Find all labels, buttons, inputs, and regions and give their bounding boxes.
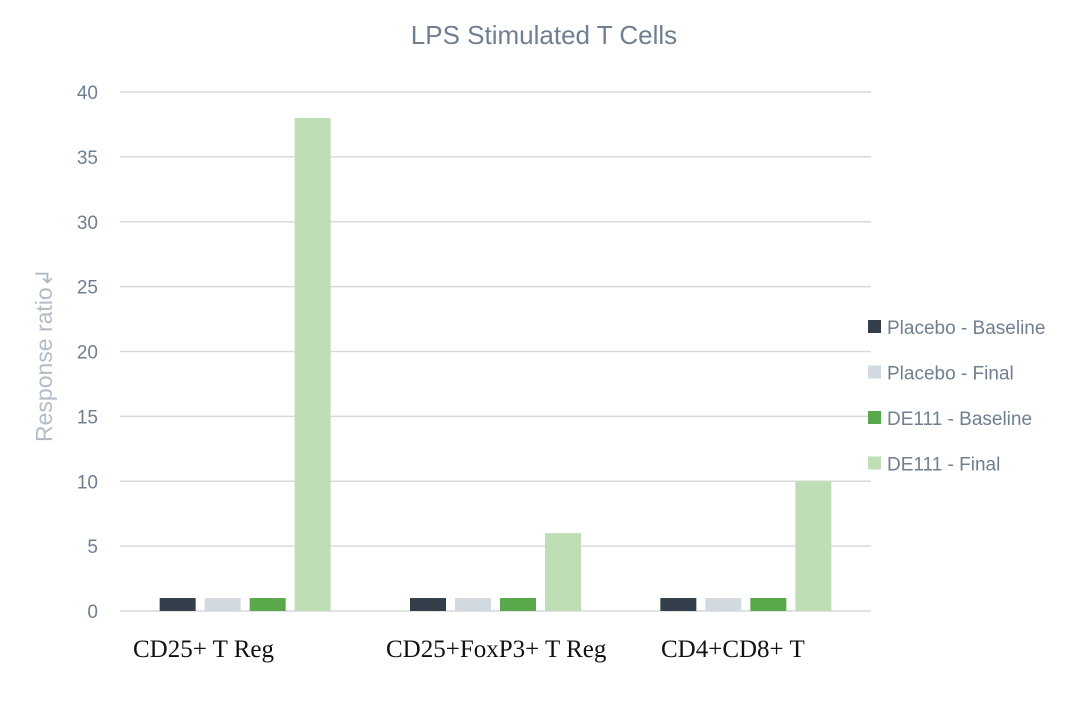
x-category-label: CD25+FoxP3+ T Reg [386,636,607,663]
gridlines [120,91,871,612]
legend-swatch [868,456,881,470]
bar [249,598,286,611]
bar [410,598,446,611]
bar [159,598,196,611]
legend-label: Placebo - Final [887,364,1014,385]
legend-label: Placebo - Baseline [887,318,1045,339]
legend-label: DE111 - Baseline [887,409,1032,430]
y-tick-label: 20 [77,343,98,364]
legend-label: DE111 - Final [887,455,1000,476]
bar [545,533,581,611]
y-tick-label: 40 [77,83,98,104]
y-tick-label: 0 [87,602,98,623]
legend-swatch [868,320,881,333]
y-tick-label: 5 [87,537,98,558]
bar [705,598,742,611]
chart-title: LPS Stimulated T Cells [411,20,677,50]
bar [500,598,536,611]
bar [455,598,491,611]
y-tick-label: 35 [77,148,98,169]
x-category-label: CD4+CD8+ T [661,636,805,663]
bar [660,598,697,611]
bar [795,481,832,611]
x-axis-categories: CD25+ T Reg CD25+FoxP3+ T Reg CD4+CD8+ T [133,636,805,663]
y-axis-label: Response ratio↲ [31,268,57,442]
legend-swatch [868,411,881,424]
y-tick-label: 15 [77,407,98,428]
y-tick-label: 25 [77,278,98,299]
bar [294,117,331,611]
y-tick-label: 30 [77,213,98,234]
y-tick-label: 10 [77,472,98,493]
legend: Placebo - Baseline Placebo - Final DE111 -… [868,318,1045,476]
x-category-label: CD25+ T Reg [133,636,274,663]
bar [750,598,787,611]
bar [204,598,241,611]
y-axis-ticks: 0 5 10 15 20 25 30 35 40 [77,83,98,623]
bars [159,117,832,611]
legend-swatch [868,365,881,379]
